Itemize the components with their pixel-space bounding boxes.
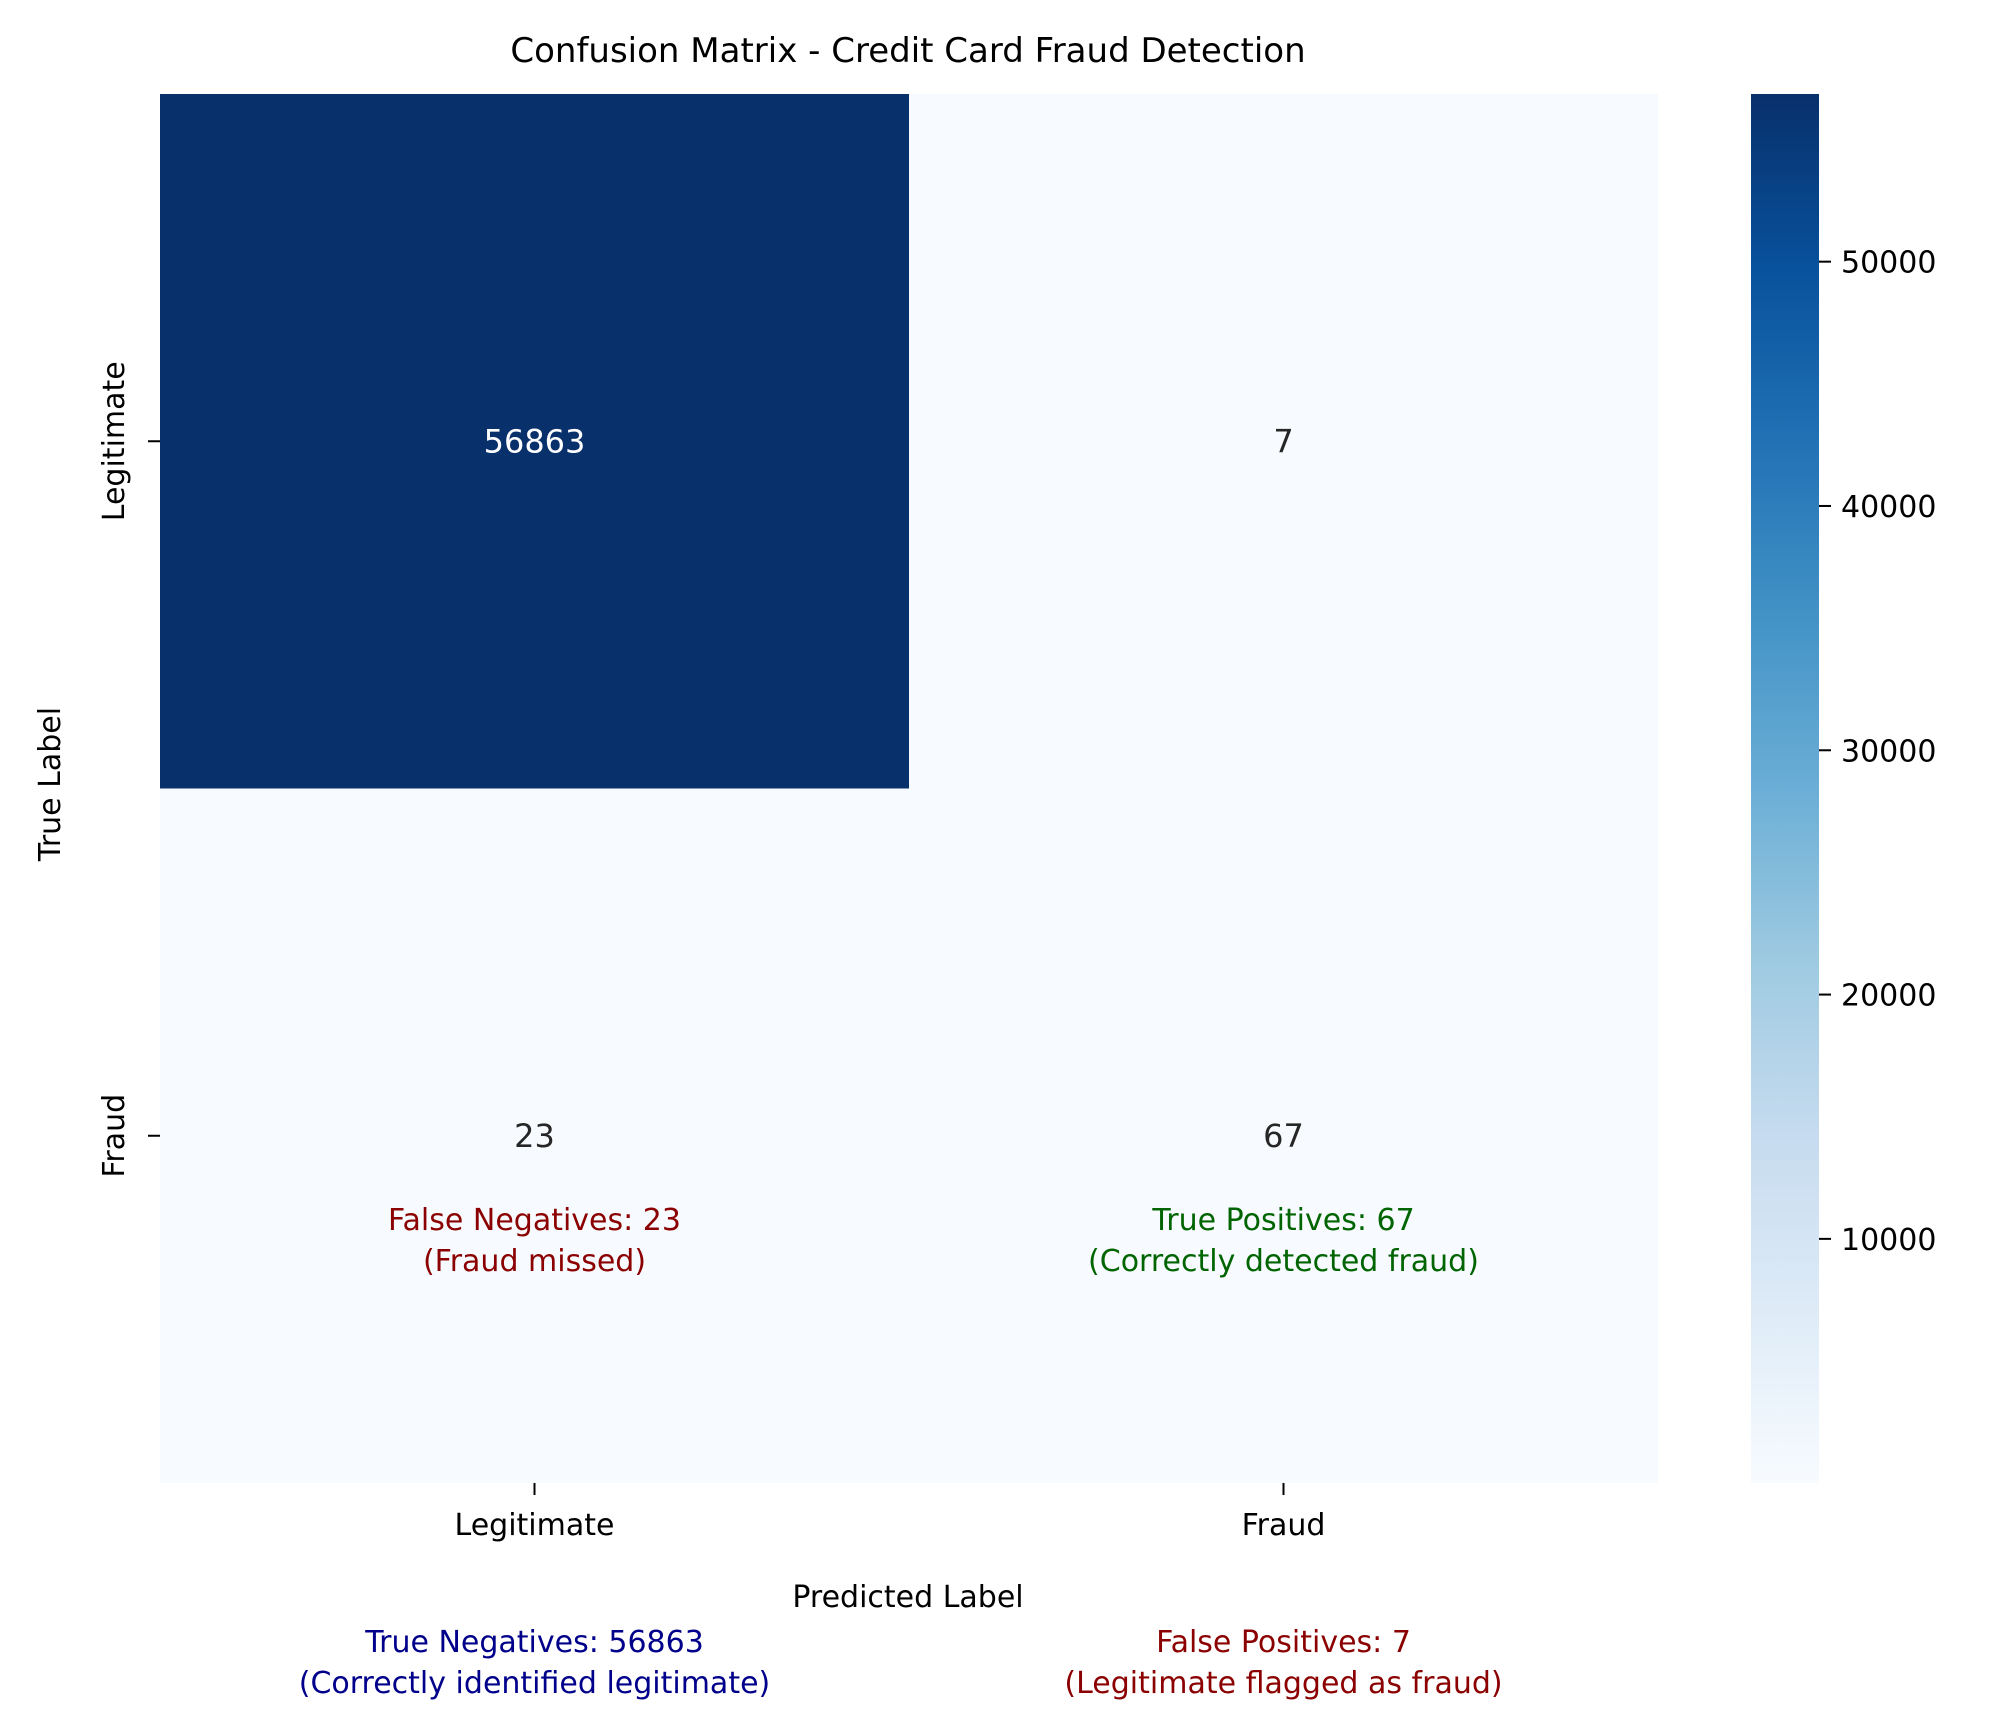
annotation-line2: (Correctly identified legitimate): [299, 1666, 771, 1701]
y-tick-label: Fraud: [97, 1094, 132, 1178]
y-tick-label: Legitimate: [97, 361, 132, 521]
colorbar-gradient: [1751, 94, 1819, 1483]
x-tick-label: Fraud: [1242, 1508, 1326, 1543]
x-tick-label: Legitimate: [455, 1508, 615, 1543]
annotations: False Negatives: 23 (Fraud missed) True Po…: [299, 1203, 1503, 1701]
heatmap-cell: [160, 788, 909, 1483]
x-axis-label: Predicted Label: [792, 1580, 1023, 1615]
colorbar: 10000 20000 30000 40000 50000: [1751, 94, 1936, 1483]
colorbar-tick-label: 20000: [1841, 979, 1936, 1014]
cell-value: 23: [514, 1117, 555, 1155]
annotation-line1: False Positives: 7: [1156, 1625, 1411, 1660]
colorbar-tick-label: 30000: [1841, 734, 1936, 769]
cell-value: 56863: [484, 422, 586, 460]
annotation-line1: True Negatives: 56863: [364, 1625, 704, 1660]
annotation-line2: (Legitimate flagged as fraud): [1064, 1666, 1502, 1701]
colorbar-tick-label: 10000: [1841, 1223, 1936, 1258]
heatmap-cell: [160, 94, 909, 789]
colorbar-tick-label: 50000: [1841, 246, 1936, 281]
heatmap-cells: [160, 94, 1658, 1483]
annotation-line2: (Fraud missed): [423, 1244, 646, 1279]
chart-title: Confusion Matrix - Credit Card Fraud Det…: [510, 31, 1305, 71]
heatmap-cell: [909, 94, 1658, 789]
heatmap-cell: [909, 788, 1658, 1483]
cell-value: 67: [1263, 1117, 1304, 1155]
annotation-line2: (Correctly detected fraud): [1088, 1244, 1479, 1279]
annotation-line1: False Negatives: 23: [388, 1203, 681, 1238]
axes: Legitimate Fraud Legitimate Fraud: [97, 361, 1325, 1543]
cell-value: 7: [1273, 422, 1293, 460]
annotation-line1: True Positives: 67: [1151, 1203, 1414, 1238]
colorbar-tick-label: 40000: [1841, 490, 1936, 525]
cell-values: 56863 7 23 67: [484, 422, 1304, 1155]
y-axis-label: True Label: [33, 707, 68, 862]
